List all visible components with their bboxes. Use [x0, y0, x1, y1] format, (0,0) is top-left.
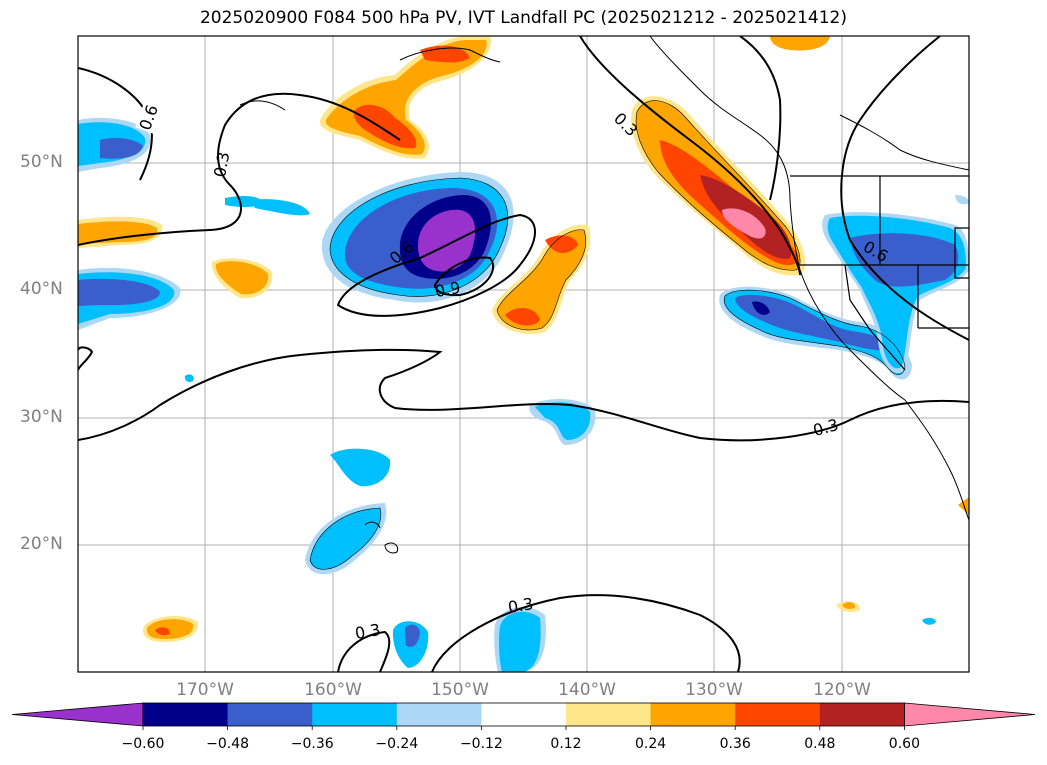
coastlines	[239, 36, 969, 554]
lon-label-140w: 140°W	[558, 680, 616, 700]
colorbar-segment	[566, 703, 652, 726]
colorbar-extend-high	[904, 702, 1036, 727]
colorbar-tick-label: −0.24	[375, 736, 419, 752]
lon-label-130w: 130°W	[685, 680, 743, 700]
shading-outlines	[309, 100, 906, 570]
colorbar-tick-label: −0.60	[121, 736, 165, 752]
colorbar-segment	[312, 703, 398, 726]
map-title: 2025020900 F084 500 hPa PV, IVT Landfall…	[199, 8, 847, 28]
colorbar-segment	[481, 703, 567, 726]
lat-label-50: 50°N	[20, 152, 63, 172]
political-borders	[790, 175, 969, 371]
colorbar-segment	[735, 703, 821, 726]
colorbar-tick-label: 0.24	[635, 736, 667, 752]
colorbar-tick-label: −0.36	[290, 736, 334, 752]
colorbar-tick-label: 0.48	[804, 736, 836, 752]
central-low-core	[418, 209, 476, 272]
colorbar-tick-label: 0.60	[888, 736, 920, 752]
pv-contours	[78, 36, 969, 672]
colorbar-segment	[227, 703, 313, 726]
negative-anomaly-field	[78, 117, 969, 672]
colorbar-tick-label: 0.12	[550, 736, 582, 752]
colorbar-tick-label: −0.12	[459, 736, 503, 752]
lat-label-30: 30°N	[20, 407, 63, 427]
colorbar-segment	[396, 703, 482, 726]
colorbar-tick-label: −0.48	[206, 736, 250, 752]
colorbar-segment	[650, 703, 736, 726]
colorbar-tick-label: 0.36	[719, 736, 751, 752]
colorbar	[11, 702, 1036, 730]
colorbar-segment	[819, 703, 905, 726]
map-frame	[77, 35, 970, 673]
colorbar-outline	[142, 702, 905, 727]
lon-label-160w: 160°W	[304, 680, 362, 700]
colorbar-segment	[143, 703, 229, 726]
lon-label-150w: 150°W	[431, 680, 489, 700]
lat-label-40: 40°N	[20, 279, 63, 299]
lon-label-120w: 120°W	[813, 680, 871, 700]
lon-label-170w: 170°W	[176, 680, 234, 700]
lat-label-20: 20°N	[20, 534, 63, 554]
positive-anomaly-field	[78, 36, 969, 642]
gridlines	[78, 36, 969, 672]
colorbar-extend-low	[11, 702, 144, 727]
